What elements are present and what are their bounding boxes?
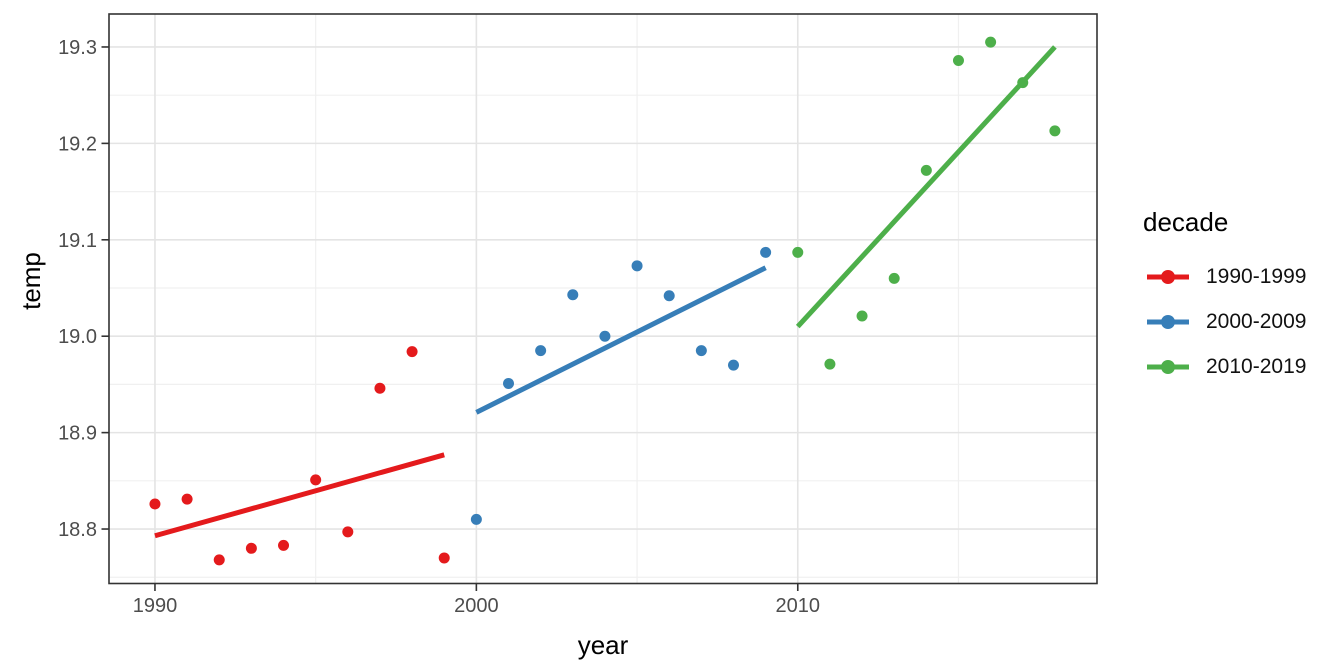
data-point-1990-1999 bbox=[374, 382, 386, 394]
data-point-2010-2019 bbox=[888, 272, 900, 284]
data-point-2000-2009 bbox=[695, 345, 707, 357]
y-tick-label: 19.2 bbox=[58, 133, 97, 155]
x-tick-label: 2000 bbox=[454, 595, 499, 617]
y-tick-label: 19.1 bbox=[58, 230, 97, 252]
data-point-1990-1999 bbox=[406, 346, 418, 358]
legend-key-dot bbox=[1161, 360, 1175, 374]
data-point-2010-2019 bbox=[952, 54, 964, 66]
data-point-2010-2019 bbox=[856, 310, 868, 322]
data-point-2000-2009 bbox=[663, 290, 675, 302]
data-point-2010-2019 bbox=[824, 358, 836, 370]
data-point-2000-2009 bbox=[760, 246, 772, 258]
legend-item-label: 1990-1999 bbox=[1206, 265, 1307, 288]
legend-item-2010-2019: 2010-2019 bbox=[1145, 353, 1306, 381]
panel-background bbox=[109, 14, 1097, 584]
legend-key-dot bbox=[1161, 270, 1175, 284]
data-point-1990-1999 bbox=[278, 539, 290, 551]
data-point-2000-2009 bbox=[503, 377, 515, 389]
data-point-2000-2009 bbox=[599, 330, 611, 342]
legend-key-icon bbox=[1147, 315, 1189, 329]
legend-key-dot bbox=[1161, 315, 1175, 329]
y-tick-label: 18.8 bbox=[58, 519, 97, 541]
legend-key-icon bbox=[1147, 360, 1189, 374]
y-tick-label: 18.9 bbox=[58, 423, 97, 445]
legend-key-icon bbox=[1147, 270, 1189, 284]
x-tick-label: 2010 bbox=[776, 595, 821, 617]
legend-item-label: 2010-2019 bbox=[1206, 355, 1307, 378]
data-point-1990-1999 bbox=[438, 552, 450, 564]
legend: decade 1990-1999 2000-2009 2010-2019 bbox=[1143, 0, 1343, 672]
trend-line-2010-2019 bbox=[795, 45, 1057, 329]
data-point-2010-2019 bbox=[920, 164, 932, 176]
panel-border bbox=[108, 13, 1098, 585]
legend-title: decade bbox=[1143, 207, 1229, 237]
trend-line-1990-1999 bbox=[154, 452, 445, 539]
legend-item-label: 2000-2009 bbox=[1206, 310, 1307, 333]
data-point-2010-2019 bbox=[1049, 125, 1061, 137]
data-point-2000-2009 bbox=[535, 345, 547, 357]
data-point-2000-2009 bbox=[727, 359, 739, 371]
data-point-2000-2009 bbox=[470, 513, 482, 525]
data-point-1990-1999 bbox=[213, 554, 225, 566]
x-tick-label: 1990 bbox=[133, 595, 178, 617]
y-axis-title: temp bbox=[16, 252, 46, 310]
data-point-1990-1999 bbox=[149, 498, 161, 510]
data-point-2010-2019 bbox=[792, 246, 804, 258]
data-point-1990-1999 bbox=[310, 474, 322, 486]
data-point-1990-1999 bbox=[181, 493, 193, 505]
y-tick-label: 19.3 bbox=[58, 37, 97, 59]
legend-item-1990-1999: 1990-1999 bbox=[1145, 263, 1306, 291]
legend-item-2000-2009: 2000-2009 bbox=[1145, 308, 1306, 336]
data-point-2010-2019 bbox=[985, 36, 997, 48]
data-point-1990-1999 bbox=[245, 542, 257, 554]
trend-line-2000-2009 bbox=[475, 265, 767, 415]
data-point-1990-1999 bbox=[342, 526, 354, 538]
y-tick-label: 19.0 bbox=[58, 326, 97, 348]
x-axis-title: year bbox=[577, 630, 629, 660]
data-point-2000-2009 bbox=[567, 289, 579, 301]
data-point-2000-2009 bbox=[631, 260, 643, 272]
